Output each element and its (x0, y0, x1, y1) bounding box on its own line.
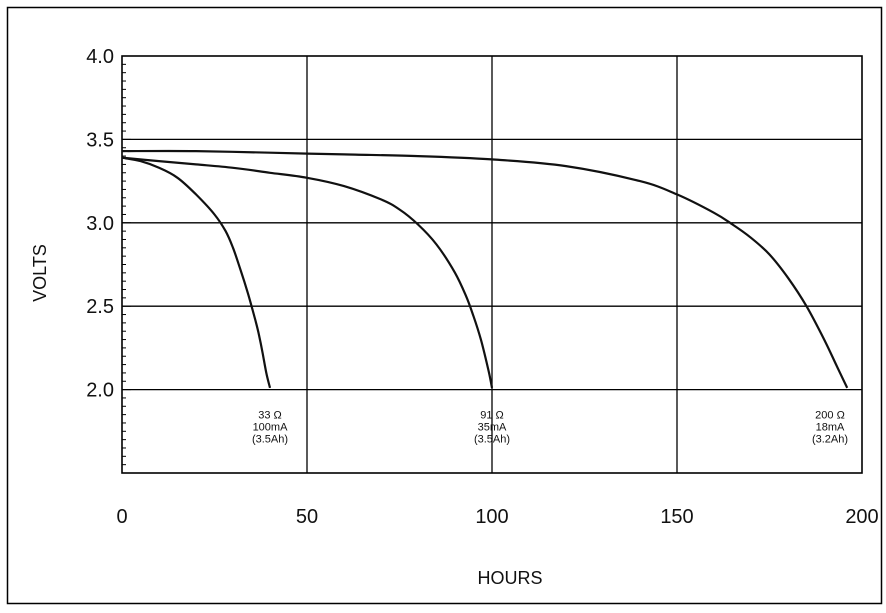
discharge-curve (121, 156, 494, 389)
outer-border (6, 6, 883, 605)
series-layer (121, 149, 849, 389)
x-tick-label: 50 (296, 506, 318, 528)
curve-annotation: 100mA (253, 422, 289, 434)
curve-annotation: 200 Ω (815, 410, 845, 422)
x-axis-title: HOURS (477, 568, 542, 588)
y-tick-label: 3.0 (86, 213, 114, 235)
curve-annotation: 18mA (816, 422, 845, 434)
y-tick-label: 3.5 (86, 129, 114, 151)
y-minor-ticks (122, 55, 131, 474)
x-tick-label: 200 (845, 506, 878, 528)
curve-annotation: 91 Ω (480, 410, 504, 422)
discharge-curve (121, 156, 272, 389)
curve-annotation: (3.5Ah) (474, 434, 510, 446)
x-tick-label: 150 (660, 506, 693, 528)
curve-annotation: 35mA (478, 422, 507, 434)
discharge-curve (121, 149, 849, 389)
tick-labels: 2.0 2.5 3.0 3.5 4.0 0 50 100 150 200 (86, 46, 879, 528)
curve-annotation: (3.2Ah) (812, 434, 848, 446)
y-tick-label: 2.0 (86, 380, 114, 402)
curve-annotation: 33 Ω (258, 410, 282, 422)
curve-annotation: (3.5Ah) (252, 434, 288, 446)
y-tick-label: 4.0 (86, 46, 114, 68)
x-tick-label: 0 (116, 506, 127, 528)
x-tick-label: 100 (475, 506, 508, 528)
y-axis-title: VOLTS (30, 244, 50, 302)
y-tick-label: 2.5 (86, 296, 114, 318)
grid-layer (121, 55, 863, 474)
